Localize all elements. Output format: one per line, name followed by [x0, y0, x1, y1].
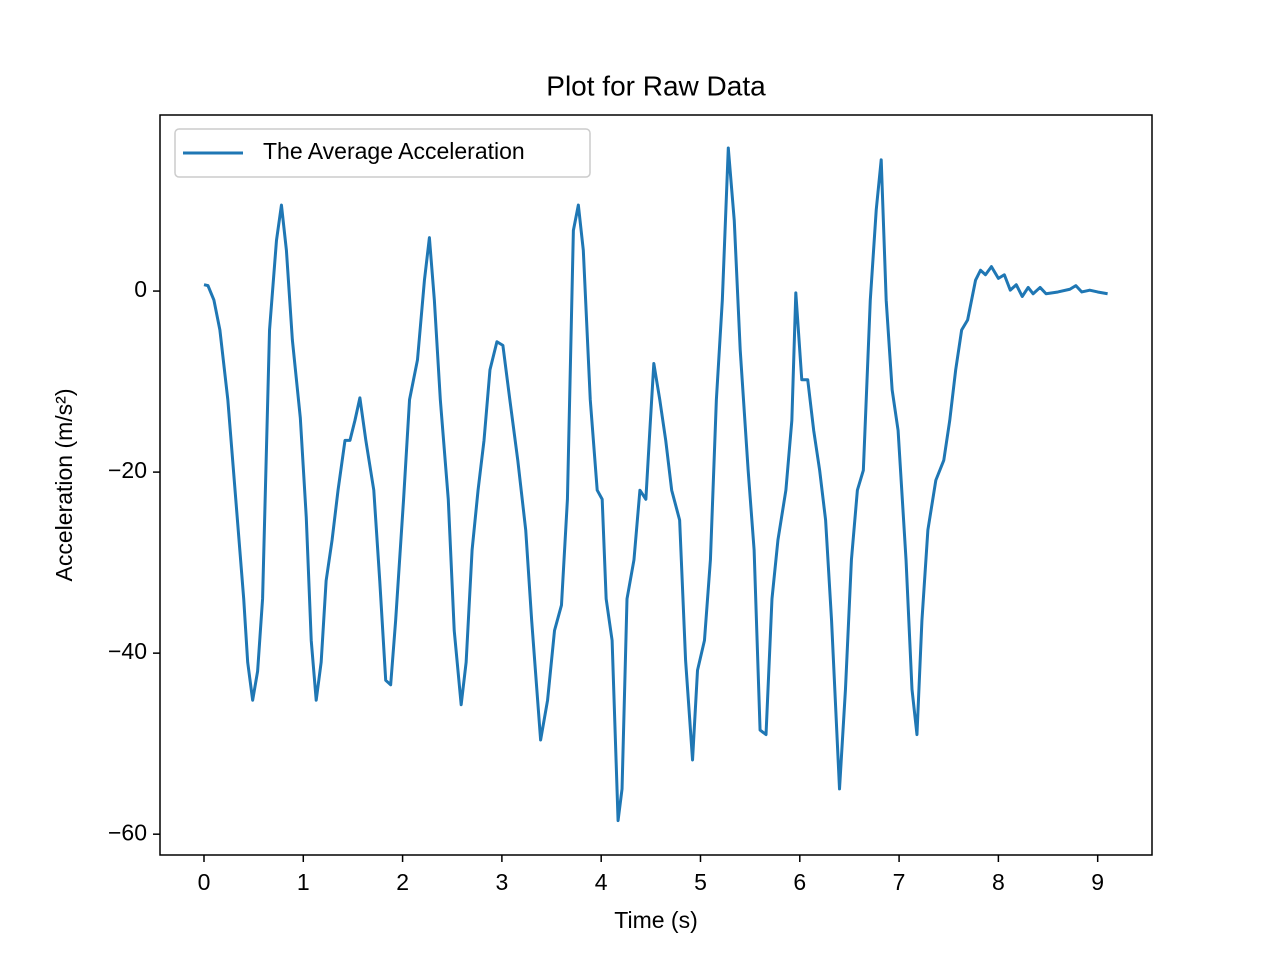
- x-tick-label: 4: [595, 869, 608, 895]
- x-tick-label: 5: [694, 869, 707, 895]
- x-tick-label: 9: [1091, 869, 1104, 895]
- x-tick-label: 1: [297, 869, 310, 895]
- x-tick-label: 3: [495, 869, 508, 895]
- y-tick-label: −20: [108, 457, 147, 483]
- data-line: [203, 146, 1108, 823]
- y-axis-label: Acceleration (m/s²): [51, 389, 77, 582]
- legend-box: [174, 128, 591, 178]
- x-tick-label: 8: [992, 869, 1005, 895]
- x-axis-label: Time (s): [614, 907, 697, 933]
- plot-frame: [159, 114, 1153, 856]
- x-tick-label: 2: [396, 869, 409, 895]
- y-tick-label: −40: [108, 638, 147, 664]
- y-tick-label: 0: [134, 276, 147, 302]
- x-tick-label: 0: [198, 869, 211, 895]
- x-tick-label: 6: [793, 869, 806, 895]
- y-tick-label: −60: [108, 819, 147, 845]
- chart-title: Plot for Raw Data: [546, 70, 766, 101]
- x-tick-label: 7: [893, 869, 906, 895]
- legend-label: The Average Acceleration: [263, 138, 525, 164]
